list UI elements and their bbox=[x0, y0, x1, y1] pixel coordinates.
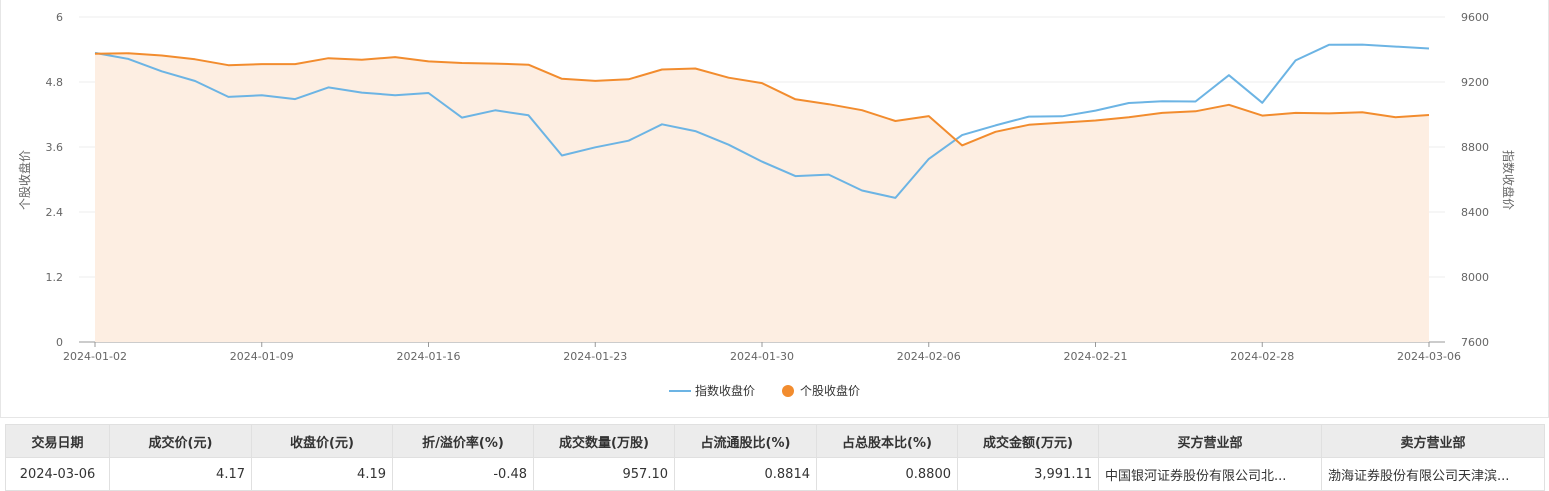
cell-premium-rate: -0.48 bbox=[392, 457, 534, 491]
x-tick-label: 2024-01-23 bbox=[563, 350, 627, 363]
header-trade-date[interactable]: 交易日期 bbox=[5, 424, 110, 458]
cell-deal-price: 4.17 bbox=[109, 457, 252, 491]
left-tick-label: 3.6 bbox=[46, 141, 64, 154]
cell-total-ratio: 0.8800 bbox=[816, 457, 958, 491]
left-tick-label: 0 bbox=[56, 336, 63, 349]
area-fills bbox=[95, 53, 1429, 343]
left-axis-ticks: 0 1.2 2.4 3.6 4.8 6 bbox=[46, 11, 64, 349]
header-total-ratio[interactable]: 占总股本比(%) bbox=[816, 424, 958, 458]
legend-index-label[interactable]: 指数收盘价 bbox=[695, 383, 755, 398]
right-axis-label: 指数收盘价 bbox=[1501, 150, 1516, 210]
right-tick-label: 8800 bbox=[1461, 141, 1489, 154]
cell-seller[interactable]: 渤海证券股份有限公司天津滨... bbox=[1321, 457, 1545, 491]
block-trade-table: 交易日期 成交价(元) 收盘价(元) 折/溢价率(%) 成交数量(万股) 占流通… bbox=[5, 424, 1545, 491]
series-line-index-close bbox=[94, 43, 1430, 199]
right-tick-label: 9600 bbox=[1461, 11, 1489, 24]
left-tick-label: 6 bbox=[56, 11, 63, 24]
right-tick-label: 8000 bbox=[1461, 271, 1489, 284]
x-tick-label: 2024-01-16 bbox=[397, 350, 461, 363]
x-axis-ticks: 2024-01-02 2024-01-09 2024-01-16 2024-01-23… bbox=[63, 342, 1461, 363]
legend-stock-swatch bbox=[782, 385, 794, 397]
x-tick-label: 2024-01-02 bbox=[63, 350, 127, 363]
cell-float-ratio: 0.8814 bbox=[674, 457, 817, 491]
series-area-stock bbox=[95, 53, 1429, 343]
cell-buyer[interactable]: 中国银河证券股份有限公司北... bbox=[1098, 457, 1322, 491]
cell-volume: 957.10 bbox=[533, 457, 675, 491]
header-volume[interactable]: 成交数量(万股) bbox=[533, 424, 675, 458]
cell-amount: 3,991.11 bbox=[957, 457, 1099, 491]
dual-axis-line-chart: 01.22.43.64.86 760080008400880092009600 … bbox=[17, 11, 1516, 398]
header-deal-price[interactable]: 成交价(元) bbox=[109, 424, 252, 458]
left-tick-label: 4.8 bbox=[46, 76, 64, 89]
header-seller[interactable]: 卖方营业部 bbox=[1321, 424, 1545, 458]
right-tick-label: 9200 bbox=[1461, 76, 1489, 89]
right-axis-ticks: 7600 8000 8400 8800 9200 9600 bbox=[1461, 11, 1489, 349]
header-premium-rate[interactable]: 折/溢价率(%) bbox=[392, 424, 534, 458]
series-lines bbox=[94, 43, 1430, 199]
left-axis-label: 个股收盘价 bbox=[17, 150, 32, 210]
right-tick-label: 8400 bbox=[1461, 206, 1489, 219]
chart-panel: 0 1.2 2.4 3.6 4.8 6 7600 8000 8400 8800 9200 9600 … bbox=[0, 0, 1549, 418]
table-header-row: 交易日期 成交价(元) 收盘价(元) 折/溢价率(%) 成交数量(万股) 占流通… bbox=[5, 424, 1545, 458]
cell-close-price: 4.19 bbox=[251, 457, 393, 491]
cell-trade-date: 2024-03-06 bbox=[5, 457, 110, 491]
x-tick-label: 2024-02-06 bbox=[897, 350, 961, 363]
header-amount[interactable]: 成交金额(万元) bbox=[957, 424, 1099, 458]
x-tick-label: 2024-01-30 bbox=[730, 350, 794, 363]
x-tick-label: 2024-02-28 bbox=[1230, 350, 1294, 363]
legend-stock-label[interactable]: 个股收盘价 bbox=[800, 383, 860, 398]
x-tick-label: 2024-03-06 bbox=[1397, 350, 1461, 363]
header-float-ratio[interactable]: 占流通股比(%) bbox=[674, 424, 817, 458]
table-row: 2024-03-06 4.17 4.19 -0.48 957.10 0.8814… bbox=[5, 457, 1545, 491]
left-tick-label: 2.4 bbox=[46, 206, 64, 219]
chart-legend[interactable]: 指数收盘价 个股收盘价 bbox=[669, 383, 860, 398]
left-tick-label: 1.2 bbox=[46, 271, 64, 284]
header-close-price[interactable]: 收盘价(元) bbox=[251, 424, 393, 458]
header-buyer[interactable]: 买方营业部 bbox=[1098, 424, 1322, 458]
series-line-stock-close bbox=[94, 52, 1430, 147]
x-tick-label: 2024-01-09 bbox=[230, 350, 294, 363]
x-tick-label: 2024-02-21 bbox=[1064, 350, 1128, 363]
right-tick-label: 7600 bbox=[1461, 336, 1489, 349]
